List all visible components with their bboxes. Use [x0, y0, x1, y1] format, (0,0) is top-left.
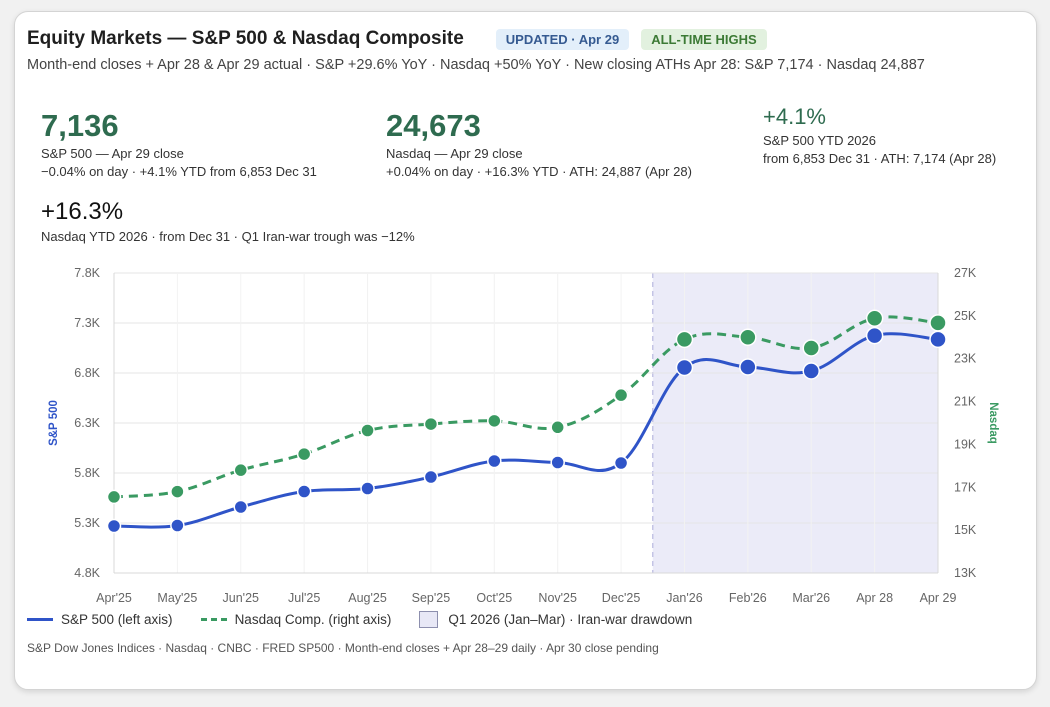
sp500-point	[613, 455, 629, 471]
left-axis-title: S&P 500	[48, 400, 60, 446]
legend-swatch-nasdaq	[200, 618, 227, 621]
nasdaq-point	[423, 416, 439, 432]
kpi-sp500-value: 7,136	[41, 108, 119, 143]
title-row: Equity Markets — S&P 500 & Nasdaq Compos…	[27, 28, 767, 50]
chart-title: Equity Markets — S&P 500 & Nasdaq Compos…	[27, 28, 464, 49]
kpi-sp500-ytd-label: S&P 500 YTD 2026	[763, 133, 876, 148]
sp500-point	[675, 358, 694, 377]
legend-label-sp500: S&P 500 (left axis)	[61, 612, 173, 627]
kpi-nasdaq-detail: +0.04% on day · +16.3% YTD · ATH: 24,887…	[386, 164, 692, 179]
right-axis-title: Nasdaq	[987, 402, 999, 444]
right-tick-label: 19K	[954, 437, 977, 451]
legend-item-shade: Q1 2026 (Jan–Mar) · Iran-war drawdown	[419, 611, 692, 628]
x-tick-label: Jun'25	[223, 591, 259, 605]
right-tick-label: 15K	[954, 523, 977, 537]
left-tick-label: 6.3K	[74, 416, 100, 430]
kpi-sp500-detail: −0.04% on day · +4.1% YTD from 6,853 Dec…	[41, 164, 317, 179]
legend-swatch-sp500	[27, 618, 53, 621]
kpi-nasdaq-value: 24,673	[386, 108, 481, 143]
x-tick-label: Oct'25	[476, 591, 512, 605]
legend-label-shade: Q1 2026 (Jan–Mar) · Iran-war drawdown	[448, 612, 693, 627]
legend-swatch-shade	[419, 611, 439, 628]
sp500-point	[739, 358, 757, 376]
nasdaq-point	[360, 423, 375, 438]
sp500-point	[423, 469, 439, 485]
left-tick-label: 4.8K	[74, 566, 100, 580]
chart-subtitle: Month-end closes + Apr 28 & Apr 29 actua…	[27, 57, 925, 73]
sp500-point	[170, 518, 185, 533]
nasdaq-point	[739, 328, 757, 347]
x-tick-label: Apr 29	[920, 591, 957, 605]
x-tick-label: Apr'25	[96, 591, 132, 605]
chart-legend: S&P 500 (left axis) Nasdaq Comp. (right …	[27, 611, 720, 628]
kpi-nasdaq: 24,673 Nasdaq — Apr 29 close +0.04% on d…	[386, 110, 692, 179]
x-tick-label: Dec'25	[602, 591, 641, 605]
nasdaq-point	[233, 462, 249, 478]
right-tick-label: 13K	[954, 566, 977, 580]
x-tick-label: Jul'25	[288, 591, 320, 605]
updated-badge: UPDATED · Apr 29	[495, 28, 630, 50]
legend-item-sp500: S&P 500 (left axis)	[27, 612, 173, 627]
left-tick-label: 5.3K	[74, 516, 100, 530]
left-tick-label: 7.3K	[74, 316, 100, 330]
kpi-nasdaq-ytd: +16.3% Nasdaq YTD 2026 · from Dec 31 · Q…	[41, 198, 415, 245]
kpi-nasdaq-label: Nasdaq — Apr 29 close	[386, 146, 523, 161]
nasdaq-point	[929, 314, 947, 332]
sp500-point	[487, 453, 502, 469]
kpi-sp500-ytd: +4.1% S&P 500 YTD 2026 from 6,853 Dec 31…	[763, 104, 997, 167]
x-tick-label: Mar'26	[792, 591, 830, 605]
right-tick-label: 17K	[954, 480, 977, 494]
nasdaq-point	[675, 330, 694, 349]
source-note: S&P Dow Jones Indices · Nasdaq · CNBC · …	[27, 641, 659, 655]
right-tick-label: 23K	[954, 352, 977, 366]
legend-label-nasdaq: Nasdaq Comp. (right axis)	[234, 612, 392, 627]
legend-item-nasdaq: Nasdaq Comp. (right axis)	[200, 612, 392, 627]
kpi-sp500: 7,136 S&P 500 — Apr 29 close −0.04% on d…	[41, 110, 317, 179]
x-tick-label: Feb'26	[729, 591, 767, 605]
right-tick-label: 21K	[954, 395, 977, 409]
x-tick-label: May'25	[157, 591, 197, 605]
sp500-point	[360, 481, 375, 496]
kpi-sp500-ytd-detail: from 6,853 Dec 31 · ATH: 7,174 (Apr 28)	[763, 151, 997, 166]
x-tick-label: Aug'25	[348, 591, 387, 605]
x-tick-label: Jan'26	[666, 591, 702, 605]
kpi-sp500-ytd-value: +4.1%	[763, 104, 826, 129]
nasdaq-point	[106, 489, 122, 505]
x-tick-label: Nov'25	[538, 591, 577, 605]
nasdaq-point	[170, 484, 185, 499]
left-tick-label: 6.8K	[74, 366, 100, 380]
x-tick-label: Apr 28	[856, 591, 893, 605]
kpi-sp500-label: S&P 500 — Apr 29 close	[41, 146, 184, 161]
kpi-nasdaq-ytd-label: Nasdaq YTD 2026 · from Dec 31 · Q1 Iran-…	[41, 229, 415, 244]
sp500-point	[106, 518, 122, 534]
right-tick-label: 25K	[954, 309, 977, 323]
right-tick-label: 27K	[954, 266, 977, 280]
left-tick-label: 5.8K	[74, 466, 100, 480]
sp500-point	[550, 455, 565, 470]
sp500-point	[929, 330, 947, 349]
nasdaq-point	[296, 446, 312, 462]
kpi-nasdaq-ytd-value: +16.3%	[41, 198, 124, 225]
ath-badge: ALL-TIME HIGHS	[641, 28, 767, 50]
nasdaq-point	[613, 387, 629, 403]
sp500-point	[233, 499, 249, 515]
nasdaq-point	[550, 420, 565, 435]
sp500-point	[296, 484, 312, 499]
x-tick-label: Sep'25	[412, 591, 451, 605]
left-tick-label: 7.8K	[74, 266, 100, 280]
sp500-point	[802, 362, 820, 380]
nasdaq-point	[487, 413, 502, 429]
nasdaq-point	[802, 339, 820, 357]
nasdaq-point	[865, 309, 884, 328]
sp500-point	[865, 326, 884, 345]
